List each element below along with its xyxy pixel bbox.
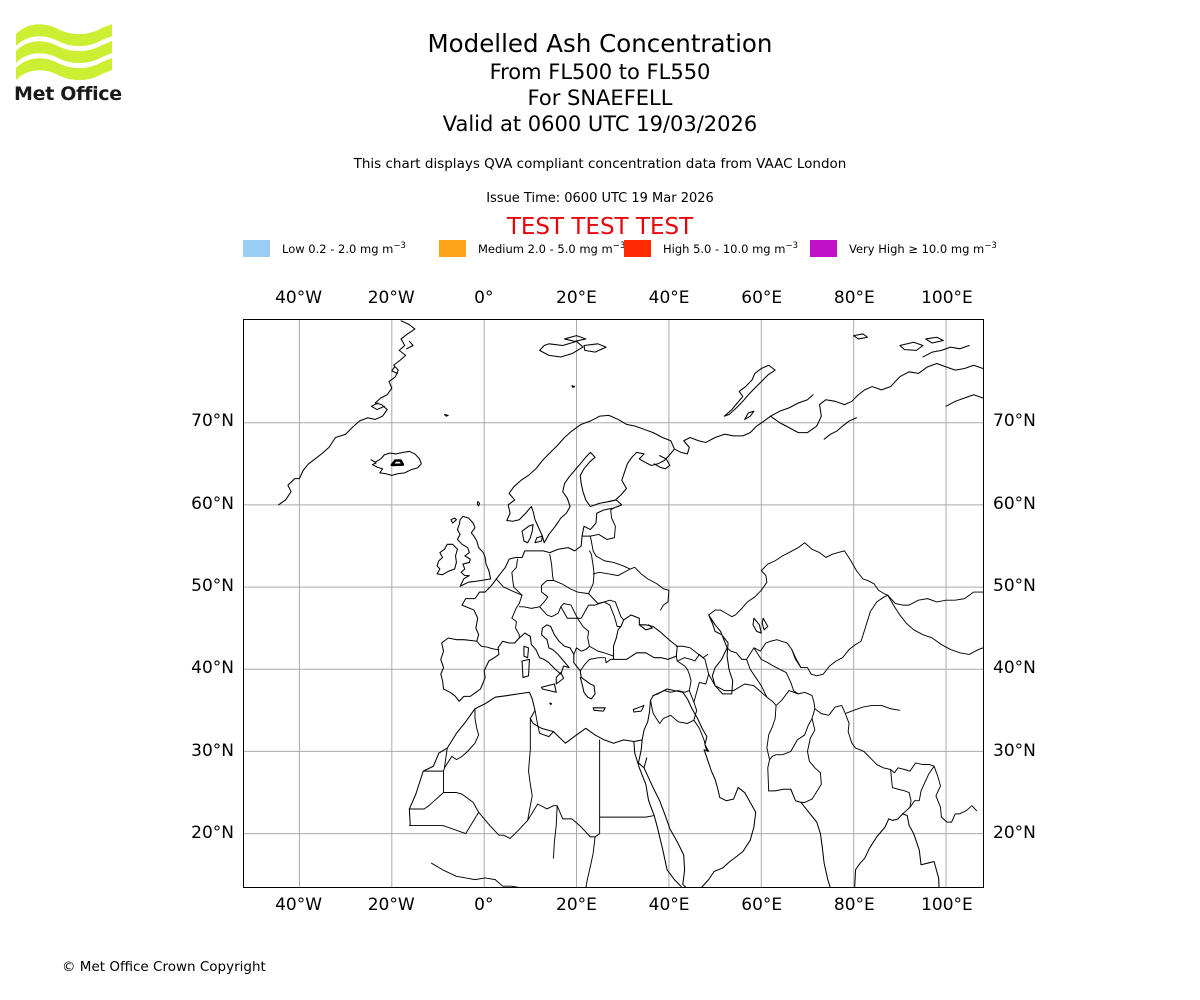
lat-label-left: 50°N [191, 576, 234, 596]
met-office-wave-icon [16, 24, 112, 81]
ash-concentration-map [243, 319, 984, 888]
met-office-wordmark: Met Office [14, 83, 122, 105]
lon-label-top: 80°E [833, 288, 875, 308]
legend-medium-swatch [439, 240, 466, 257]
legend-low: Low 0.2 - 2.0 mg m−3 [243, 240, 439, 257]
lat-label-left: 60°N [191, 493, 234, 514]
legend-high: High 5.0 - 10.0 mg m−3 [624, 240, 810, 257]
legend-medium-label: Medium 2.0 - 5.0 mg m−3 [478, 241, 626, 256]
lat-label-right: 60°N [993, 493, 1036, 514]
lon-label-top: 40°W [275, 288, 323, 308]
test-banner: TEST TEST TEST [506, 214, 694, 240]
title-line-3: For SNAEFELL [527, 86, 673, 110]
lat-label-right: 30°N [993, 740, 1036, 761]
copyright-notice: © Met Office Crown Copyright [62, 959, 266, 975]
legend-very-high: Very High ≥ 10.0 mg m−3 [810, 240, 997, 257]
legend-very-high-label: Very High ≥ 10.0 mg m−3 [849, 241, 997, 256]
page-title: Modelled Ash Concentration From FL500 to… [0, 28, 1200, 137]
lat-label-right: 40°N [993, 658, 1036, 679]
map-gridlines [244, 320, 983, 887]
legend-low-label: Low 0.2 - 2.0 mg m−3 [282, 241, 406, 256]
concentration-legend: Low 0.2 - 2.0 mg m−3 Medium 2.0 - 5.0 mg … [243, 240, 997, 257]
lon-label-top: 40°E [648, 288, 690, 308]
lat-label-right: 70°N [993, 411, 1036, 432]
issue-time: Issue Time: 0600 UTC 19 Mar 2026 [486, 191, 714, 206]
legend-very-high-swatch [810, 240, 837, 257]
title-line-2: From FL500 to FL550 [489, 60, 711, 84]
legend-medium: Medium 2.0 - 5.0 mg m−3 [439, 240, 626, 257]
lon-label-bottom: 40°W [275, 895, 323, 915]
lon-label-top: 100°E [921, 288, 973, 308]
lon-label-top: 0° [474, 288, 494, 308]
lon-label-bottom: 20°E [556, 895, 597, 915]
lon-label-bottom: 100°E [921, 895, 973, 915]
lat-label-right: 50°N [993, 576, 1036, 596]
lon-label-top: 60°E [741, 288, 783, 308]
lon-label-top: 20°W [367, 288, 415, 308]
lon-label-top: 20°E [556, 288, 597, 308]
lon-label-bottom: 20°W [367, 895, 415, 915]
legend-high-swatch [624, 240, 651, 257]
title-line-1: Modelled Ash Concentration [427, 29, 773, 58]
lon-label-bottom: 0° [474, 895, 494, 915]
lat-label-right: 20°N [993, 823, 1036, 844]
legend-high-label: High 5.0 - 10.0 mg m−3 [663, 241, 798, 256]
lon-label-bottom: 80°E [833, 895, 875, 915]
lat-label-left: 30°N [191, 740, 234, 761]
map-geography [278, 320, 983, 887]
lon-label-bottom: 40°E [648, 895, 690, 915]
title-line-4: Valid at 0600 UTC 19/03/2026 [442, 112, 758, 136]
lat-label-left: 20°N [191, 823, 234, 844]
lat-label-left: 70°N [191, 411, 234, 432]
chart-note: This chart displays QVA compliant concen… [353, 156, 847, 172]
lat-label-left: 40°N [191, 658, 234, 679]
legend-low-swatch [243, 240, 270, 257]
lon-label-bottom: 60°E [741, 895, 783, 915]
met-office-logo: Met Office [14, 20, 134, 105]
